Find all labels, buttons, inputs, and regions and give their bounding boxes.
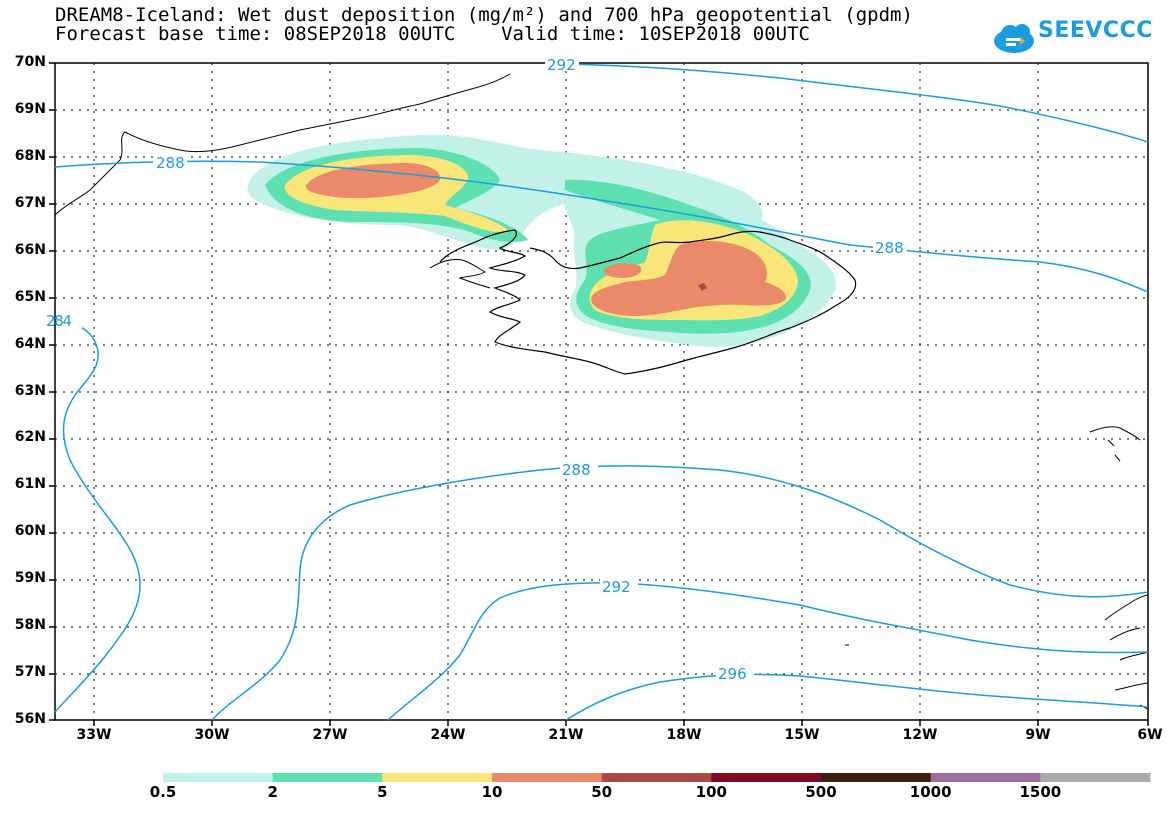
latitude-label: 67N xyxy=(14,194,46,211)
dust-east-level-10 xyxy=(591,240,786,317)
legend-label: 500 xyxy=(805,783,837,801)
legend-swatch xyxy=(711,773,822,782)
legend-label: 10 xyxy=(481,783,503,801)
legend-label: 1000 xyxy=(909,783,952,801)
map-subtitle-times: Forecast base time: 08SEP2018 00UTC Vali… xyxy=(55,23,810,45)
legend-colorbar xyxy=(163,773,1151,782)
legend-label: 100 xyxy=(695,783,727,801)
contour-292-top xyxy=(559,63,1149,143)
latitude-label: 65N xyxy=(14,288,46,305)
legend-swatch xyxy=(1040,773,1151,782)
latitude-label: 62N xyxy=(14,429,46,446)
contour-label-west: 284 xyxy=(46,312,72,330)
contour-label-north-left: 288 xyxy=(156,154,185,172)
contour-296-far-south xyxy=(565,673,1149,721)
contour-label-group: 292 288 288 284 288 292 296 xyxy=(46,56,907,683)
legend-label: 2 xyxy=(267,783,278,801)
contour-284-west xyxy=(54,317,141,713)
dust-west-level-10 xyxy=(305,163,441,199)
contour-label-top: 292 xyxy=(547,56,576,74)
graticule xyxy=(55,63,1148,720)
latitude-label: 63N xyxy=(14,382,46,399)
longitude-label: 18W xyxy=(666,727,702,743)
contour-292-south xyxy=(387,582,1149,721)
latitude-label: 60N xyxy=(14,523,46,540)
logo-text: SEEVCCC xyxy=(1038,18,1153,43)
legend-swatch xyxy=(382,773,493,782)
latitude-label: 58N xyxy=(14,617,46,634)
latitude-label: 61N xyxy=(14,476,46,493)
longitude-label: 12W xyxy=(902,727,938,743)
legend-label: 5 xyxy=(377,783,388,801)
latitude-label: 70N xyxy=(14,54,46,70)
legend-label: 0.5 xyxy=(149,783,177,801)
dust-deposition-field xyxy=(247,134,836,347)
longitude-label: 6W xyxy=(1137,727,1163,743)
legend-swatch xyxy=(163,773,274,782)
latitude-label: 64N xyxy=(14,335,46,352)
longitude-label: 24W xyxy=(430,727,466,743)
axis-ticks xyxy=(49,62,1149,726)
contour-label-south: 292 xyxy=(602,578,631,596)
legend-swatch xyxy=(821,773,932,782)
longitude-label: 33W xyxy=(76,727,112,743)
longitude-label: 9W xyxy=(1025,727,1051,743)
legend-label: 50 xyxy=(591,783,613,801)
latitude-label: 57N xyxy=(14,664,46,681)
latitude-label: 59N xyxy=(14,570,46,587)
greenland-coast xyxy=(54,73,511,216)
dust-east-level-50-speck xyxy=(698,283,707,291)
longitude-label: 15W xyxy=(784,727,820,743)
legend-swatch xyxy=(272,773,383,782)
latitude-label: 68N xyxy=(14,147,46,164)
latitude-label: 69N xyxy=(14,100,46,117)
iceland-coast xyxy=(439,229,857,375)
longitude-label: 30W xyxy=(194,727,230,743)
map-title: DREAM8-Iceland: Wet dust deposition (mg/… xyxy=(55,4,913,26)
contour-label-far-south: 296 xyxy=(718,665,747,683)
longitude-label: 27W xyxy=(312,727,348,743)
contour-label-middle: 288 xyxy=(562,461,591,479)
legend-swatch xyxy=(930,773,1041,782)
contour-288-north xyxy=(54,160,1149,293)
coastlines xyxy=(54,73,1149,710)
iceland-westfjords xyxy=(429,259,491,289)
cloud-icon xyxy=(994,24,1034,53)
legend-label: 1500 xyxy=(1019,783,1062,801)
latitude-label: 66N xyxy=(14,241,46,258)
latitude-label: 56N xyxy=(14,711,46,727)
legend-swatch xyxy=(492,773,603,782)
contour-label-north-right: 288 xyxy=(875,239,904,257)
seevccc-logo xyxy=(994,24,1034,53)
scotland-coast xyxy=(1104,594,1149,710)
legend-swatch xyxy=(601,773,712,782)
longitude-label: 21W xyxy=(548,727,584,743)
faroe-islands xyxy=(1089,426,1141,462)
